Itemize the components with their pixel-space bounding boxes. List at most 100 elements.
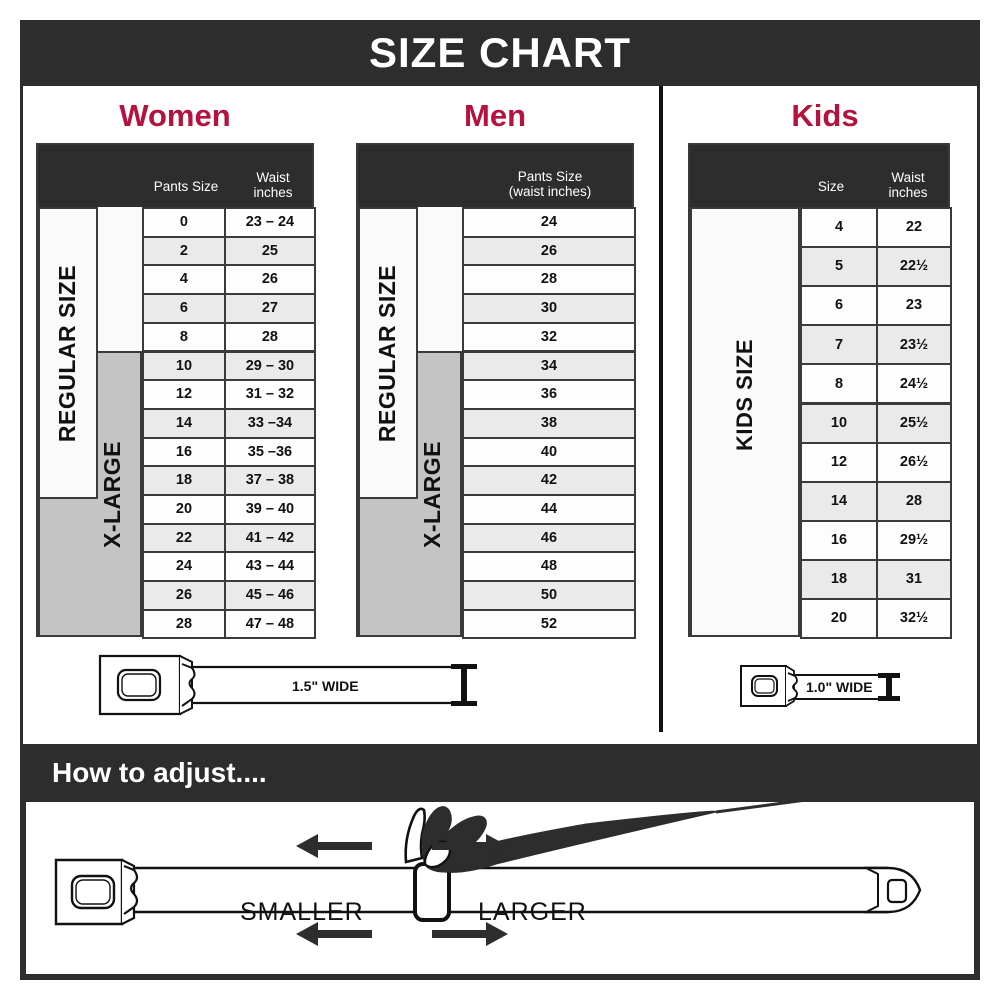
table-row: 4 26 — [142, 264, 316, 296]
table-row: 20 32½ — [800, 598, 952, 640]
cell-waist: 31 – 32 — [223, 381, 314, 408]
cell-size: 42 — [540, 472, 558, 489]
cell-waist: 28 — [876, 482, 950, 520]
table-row: 6 27 — [142, 293, 316, 324]
cell-size: 24 — [175, 558, 193, 575]
table-row: 34 — [462, 350, 636, 382]
adjust-label-smaller: SMALLER — [240, 898, 364, 926]
cell-size: 10 — [830, 414, 848, 431]
belt-width-svg-kids — [740, 665, 900, 707]
cell-size: 8 — [834, 375, 844, 392]
section-heading-women: Women — [119, 98, 231, 133]
table-row: 16 29½ — [800, 519, 952, 561]
table-row: 20 39 – 40 — [142, 494, 316, 525]
page-title: SIZE CHART — [369, 29, 631, 76]
cell-size: 6 — [834, 297, 844, 314]
cell-size: 24 — [540, 214, 558, 231]
cell-size: 40 — [540, 443, 558, 460]
cell-size: 44 — [540, 501, 558, 518]
cell-size: 52 — [540, 615, 558, 632]
belt-adjust-svg — [54, 802, 922, 946]
waist-line-1: Waist — [891, 170, 925, 185]
men-header-line-2: (waist inches) — [508, 184, 592, 199]
table-row: 38 — [462, 407, 636, 439]
cell-size: 30 — [540, 300, 558, 317]
table-row: 46 — [462, 522, 636, 554]
category-label-kids-size: KIDS SIZE — [732, 338, 758, 452]
table-men: Pants Size (waist inches) REGULAR SIZE X… — [356, 143, 636, 640]
table-row: 12 31 – 32 — [142, 379, 316, 410]
cell-waist: 23 – 24 — [223, 209, 314, 236]
cell-waist: 29½ — [876, 521, 950, 559]
cell-size: 20 — [830, 610, 848, 627]
cell-size: 16 — [830, 532, 848, 549]
cell-size: 46 — [540, 529, 558, 546]
cell-waist: 24½ — [876, 365, 950, 403]
table-row: 52 — [462, 608, 636, 640]
col-header-size: Size — [817, 179, 845, 194]
waist-line-2: inches — [888, 185, 928, 200]
category-label-xlarge: X-LARGE — [98, 440, 125, 548]
cell-waist: 27 — [223, 295, 314, 322]
cell-size: 5 — [834, 258, 844, 275]
table-row: 8 28 — [142, 321, 316, 353]
how-to-adjust-bar: How to adjust.... — [23, 744, 977, 802]
section-divider — [659, 86, 663, 732]
table-row: 28 — [462, 264, 636, 296]
cell-size: 32 — [540, 328, 558, 345]
cell-size: 26 — [540, 242, 558, 259]
belt-width-label-women: 1.5" WIDE — [292, 678, 359, 694]
cell-size: 4 — [834, 219, 844, 236]
table-row: 7 23½ — [800, 324, 952, 366]
cell-size: 18 — [830, 571, 848, 588]
col-header-pants-size: Pants Size — [153, 179, 219, 194]
table-row: 32 — [462, 321, 636, 353]
table-row: 5 22½ — [800, 246, 952, 288]
cell-waist: 47 – 48 — [223, 610, 314, 638]
category-label-xlarge: X-LARGE — [418, 440, 445, 548]
table-row: 10 25½ — [800, 402, 952, 444]
how-to-adjust-illustration — [23, 802, 977, 977]
cell-waist: 28 — [223, 323, 314, 351]
cell-size: 0 — [179, 214, 188, 231]
how-to-adjust-title: How to adjust.... — [52, 757, 267, 788]
table-row: 26 45 – 46 — [142, 580, 316, 611]
table-kids: Size Waist inches KIDS SIZE 4 22 5 22½ 6 23 7 2… — [688, 143, 952, 640]
title-bar: SIZE CHART — [20, 20, 980, 86]
table-row: 2 25 — [142, 235, 316, 267]
table-row: 14 33 –34 — [142, 407, 316, 439]
cell-waist: 26 — [223, 266, 314, 294]
table-header-kids: Size Waist inches — [690, 145, 948, 207]
cell-waist: 22 — [876, 209, 950, 247]
table-row: 26 — [462, 235, 636, 267]
cell-waist: 29 – 30 — [223, 352, 314, 380]
cell-size: 28 — [540, 271, 558, 288]
table-row: 30 — [462, 293, 636, 324]
category-label-regular: REGULAR SIZE — [54, 264, 81, 442]
cell-size: 12 — [830, 453, 848, 470]
belt-diagram-kids: 1.0" WIDE — [738, 660, 928, 712]
cell-size: 26 — [175, 587, 193, 604]
cell-waist: 39 – 40 — [223, 496, 314, 523]
adjust-label-larger: LARGER — [478, 898, 587, 926]
belt-width-svg-women — [98, 654, 477, 716]
men-header-line-1: Pants Size — [517, 169, 583, 184]
cell-size: 2 — [179, 242, 188, 259]
category-regular-size-women: REGULAR SIZE — [38, 207, 98, 499]
cell-size: 18 — [175, 472, 193, 489]
cell-size: 4 — [179, 271, 188, 288]
cell-waist: 45 – 46 — [223, 582, 314, 609]
belt-width-label-kids: 1.0" WIDE — [806, 679, 873, 695]
cell-size: 14 — [830, 492, 848, 509]
cell-waist: 22½ — [876, 248, 950, 286]
cell-waist: 43 – 44 — [223, 553, 314, 581]
cell-waist: 23½ — [876, 326, 950, 364]
cell-waist: 23 — [876, 287, 950, 325]
cell-waist: 26½ — [876, 443, 950, 481]
col-header-waist-inches: Waist inches — [234, 170, 312, 200]
cell-size: 22 — [175, 529, 193, 546]
category-regular-size-men: REGULAR SIZE — [358, 207, 418, 499]
table-row: 18 37 – 38 — [142, 465, 316, 496]
waist-line-1: Waist — [256, 170, 290, 185]
